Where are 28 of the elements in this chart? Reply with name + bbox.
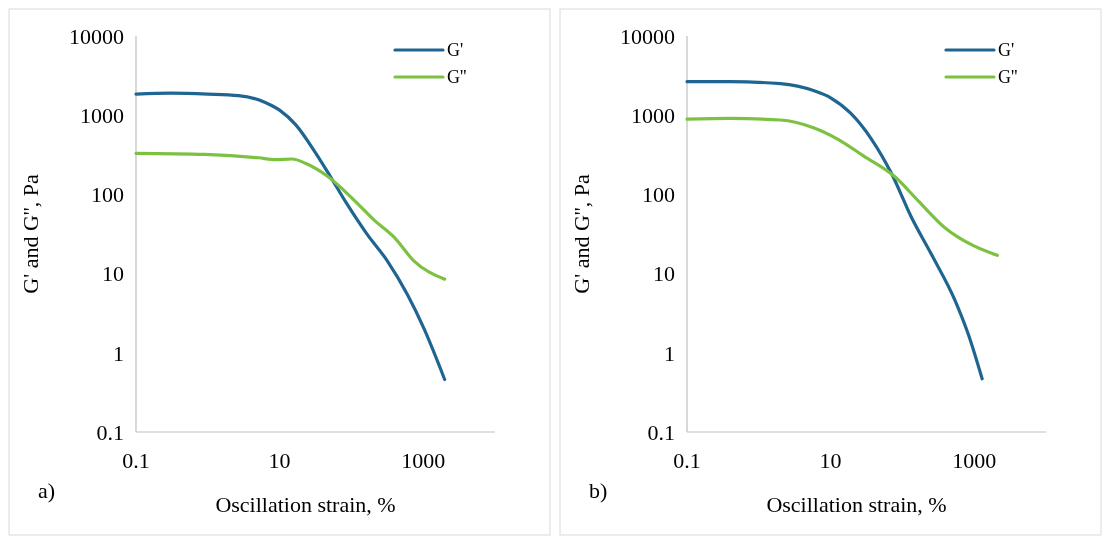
y-tick-label: 100 bbox=[91, 182, 124, 208]
y-tick-label: 100 bbox=[642, 182, 675, 208]
y-tick-label: 10 bbox=[653, 261, 675, 287]
y-axis-title: G' and G'', Pa bbox=[569, 174, 594, 294]
x-tick-label: 10 bbox=[268, 448, 291, 473]
x-tick-label: 10 bbox=[819, 448, 842, 473]
legend-label: G' bbox=[447, 40, 464, 61]
y-tick-label: 1 bbox=[664, 340, 675, 366]
text: a) bbox=[38, 478, 56, 503]
legend-label: G' bbox=[998, 40, 1015, 61]
y-tick-label: 1000 bbox=[631, 102, 675, 128]
y-tick-label: 0.1 bbox=[96, 419, 124, 445]
x-axis-title: Oscillation strain, % bbox=[215, 492, 396, 517]
y-tick-label: 10 bbox=[102, 261, 124, 287]
y-tick-label: 10000 bbox=[620, 23, 675, 49]
x-tick-label: 1000 bbox=[952, 448, 997, 473]
x-tick-label: 0.1 bbox=[673, 448, 701, 473]
text: b) bbox=[589, 478, 608, 503]
x-tick-label: 0.1 bbox=[122, 448, 150, 473]
y-tick-label: 1 bbox=[113, 340, 124, 366]
legend-label: G'' bbox=[447, 67, 467, 88]
y-axis-title: G' and G'', Pa bbox=[18, 174, 43, 294]
legend-label: G'' bbox=[998, 67, 1018, 88]
y-tick-label: 0.1 bbox=[647, 419, 675, 445]
x-tick-label: 1000 bbox=[401, 448, 446, 473]
x-axis-title: Oscillation strain, % bbox=[766, 492, 947, 517]
y-tick-label: 1000 bbox=[80, 102, 124, 128]
y-tick-label: 10000 bbox=[69, 23, 124, 49]
